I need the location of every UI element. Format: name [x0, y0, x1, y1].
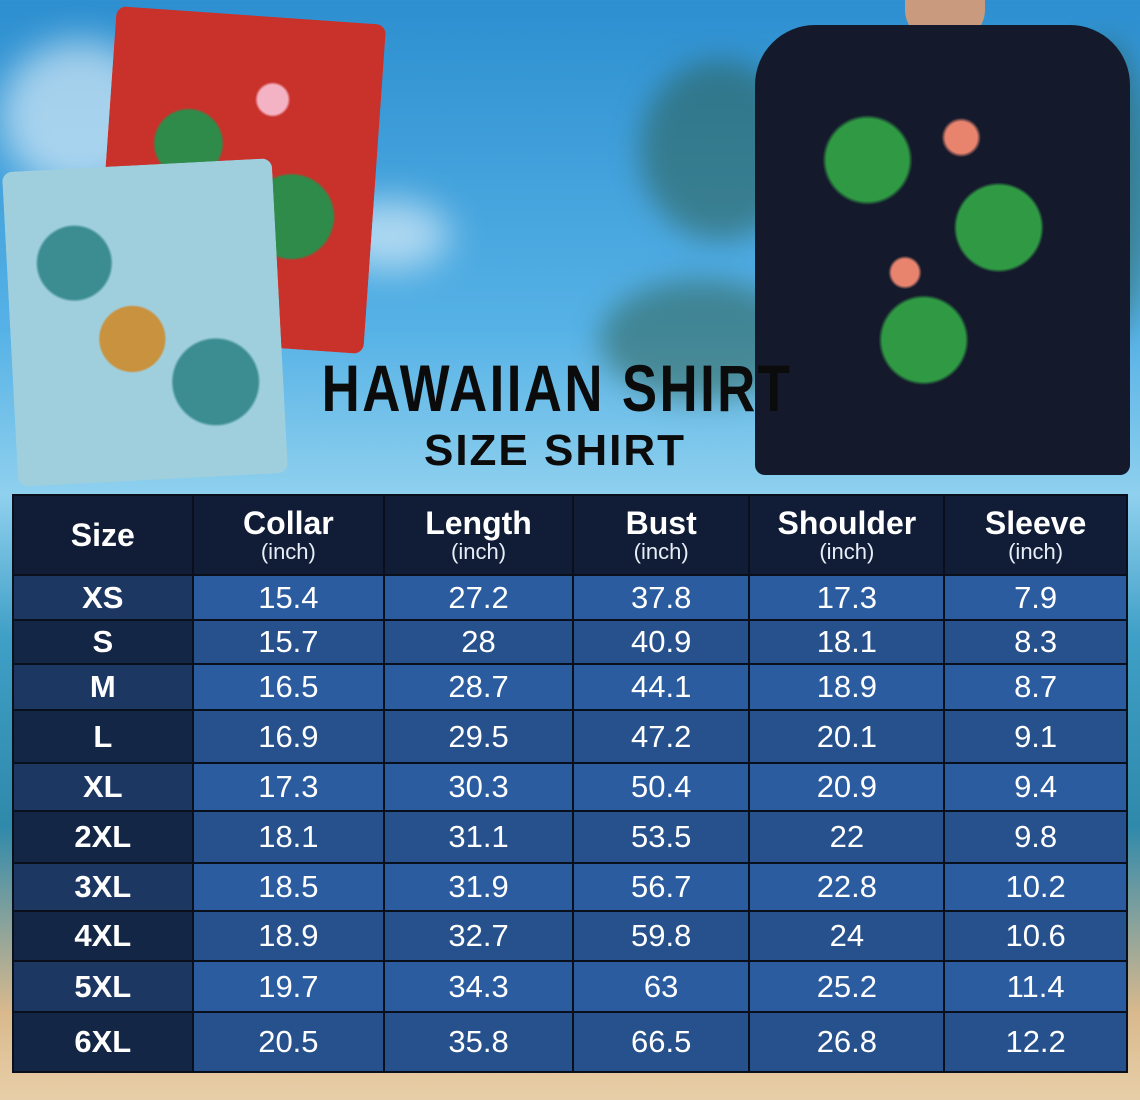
sleeve-cell: 8.3: [943, 619, 1128, 665]
header-unit: (inch): [451, 539, 507, 564]
header-label: Length: [425, 505, 532, 541]
header-unit: (inch): [1008, 539, 1064, 564]
length-cell: 28.7: [383, 663, 574, 711]
table-header-row: Size Collar (inch) Length (inch) Bust (inch) Sh…: [12, 494, 1128, 576]
header-unit: (inch): [819, 539, 875, 564]
sleeve-cell: 9.1: [943, 709, 1128, 764]
size-cell: 6XL: [12, 1011, 194, 1073]
shoulder-cell: 17.3: [748, 574, 946, 621]
length-cell: 34.3: [383, 960, 574, 1013]
shoulder-cell: 20.9: [748, 762, 946, 812]
shoulder-cell: 25.2: [748, 960, 946, 1013]
size-cell: S: [12, 619, 194, 665]
blue-hawaiian-shirt-image: [1, 158, 289, 487]
length-cell: 30.3: [383, 762, 574, 812]
table-row: XL 17.3 30.3 50.4 20.9 9.4: [12, 762, 1128, 812]
table-row: 4XL 18.9 32.7 59.8 24 10.6: [12, 910, 1128, 962]
size-chart-table: Size Collar (inch) Length (inch) Bust (inch) Sh…: [12, 494, 1128, 1073]
sleeve-cell: 10.2: [943, 862, 1128, 912]
header-unit: (inch): [633, 539, 689, 564]
bust-cell: 44.1: [571, 663, 751, 711]
header-length: Length (inch): [383, 494, 574, 576]
table-row: L 16.9 29.5 47.2 20.1 9.1: [12, 709, 1128, 764]
collar-cell: 19.7: [191, 960, 386, 1013]
shoulder-cell: 18.1: [748, 619, 946, 665]
table-row: S 15.7 28 40.9 18.1 8.3: [12, 619, 1128, 665]
sleeve-cell: 9.4: [943, 762, 1128, 812]
length-cell: 31.9: [383, 862, 574, 912]
table-row: M 16.5 28.7 44.1 18.9 8.7: [12, 663, 1128, 711]
size-cell: 2XL: [12, 810, 194, 864]
collar-cell: 15.7: [191, 619, 386, 665]
bust-cell: 66.5: [571, 1011, 751, 1073]
bust-cell: 47.2: [571, 709, 751, 764]
table-row: 6XL 20.5 35.8 66.5 26.8 12.2: [12, 1011, 1128, 1073]
model-wearing-flamingo-shirt-image: [755, 25, 1130, 475]
length-cell: 27.2: [383, 574, 574, 621]
page-title: HAWAIIAN SHIRT: [321, 351, 793, 425]
size-cell: 3XL: [12, 862, 194, 912]
table-row: 3XL 18.5 31.9 56.7 22.8 10.2: [12, 862, 1128, 912]
collar-cell: 16.5: [191, 663, 386, 711]
sleeve-cell: 7.9: [943, 574, 1128, 621]
shoulder-cell: 20.1: [748, 709, 946, 764]
size-cell: XS: [12, 574, 194, 621]
size-cell: XL: [12, 762, 194, 812]
bust-cell: 53.5: [571, 810, 751, 864]
shoulder-cell: 26.8: [748, 1011, 946, 1073]
bust-cell: 56.7: [571, 862, 751, 912]
collar-cell: 18.9: [191, 910, 386, 962]
collar-cell: 20.5: [191, 1011, 386, 1073]
size-cell: L: [12, 709, 194, 764]
shoulder-cell: 18.9: [748, 663, 946, 711]
length-cell: 28: [383, 619, 574, 665]
collar-cell: 15.4: [191, 574, 386, 621]
collar-cell: 18.5: [191, 862, 386, 912]
header-label: Sleeve: [984, 505, 1087, 541]
bust-cell: 50.4: [571, 762, 751, 812]
length-cell: 29.5: [383, 709, 574, 764]
size-cell: M: [12, 663, 194, 711]
collar-cell: 16.9: [191, 709, 386, 764]
shoulder-cell: 22.8: [748, 862, 946, 912]
header-sleeve: Sleeve (inch): [943, 494, 1128, 576]
header-label: Size: [70, 517, 135, 553]
length-cell: 35.8: [383, 1011, 574, 1073]
sleeve-cell: 11.4: [943, 960, 1128, 1013]
shoulder-cell: 24: [748, 910, 946, 962]
sleeve-cell: 9.8: [943, 810, 1128, 864]
header-label: Bust: [625, 505, 697, 541]
page-subtitle: SIZE SHIRT: [423, 426, 687, 475]
size-cell: 5XL: [12, 960, 194, 1013]
bust-cell: 40.9: [571, 619, 751, 665]
collar-cell: 17.3: [191, 762, 386, 812]
table-body: XS 15.4 27.2 37.8 17.3 7.9 S 15.7 28 40.9 18.1 8.3 M…: [12, 574, 1128, 1073]
size-cell: 4XL: [12, 910, 194, 962]
header-bust: Bust (inch): [571, 494, 751, 576]
length-cell: 31.1: [383, 810, 574, 864]
table-row: XS 15.4 27.2 37.8 17.3 7.9: [12, 574, 1128, 621]
sleeve-cell: 12.2: [943, 1011, 1128, 1073]
bust-cell: 63: [571, 960, 751, 1013]
collar-cell: 18.1: [191, 810, 386, 864]
length-cell: 32.7: [383, 910, 574, 962]
header-shoulder: Shoulder (inch): [748, 494, 946, 576]
bust-cell: 37.8: [571, 574, 751, 621]
sleeve-cell: 8.7: [943, 663, 1128, 711]
bust-cell: 59.8: [571, 910, 751, 962]
shoulder-cell: 22: [748, 810, 946, 864]
header-size: Size: [12, 494, 194, 576]
header-label: Collar: [243, 505, 334, 541]
header-collar: Collar (inch): [191, 494, 386, 576]
table-row: 2XL 18.1 31.1 53.5 22 9.8: [12, 810, 1128, 864]
sleeve-cell: 10.6: [943, 910, 1128, 962]
header-label: Shoulder: [777, 505, 917, 541]
header-unit: (inch): [260, 539, 316, 564]
table-row: 5XL 19.7 34.3 63 25.2 11.4: [12, 960, 1128, 1013]
